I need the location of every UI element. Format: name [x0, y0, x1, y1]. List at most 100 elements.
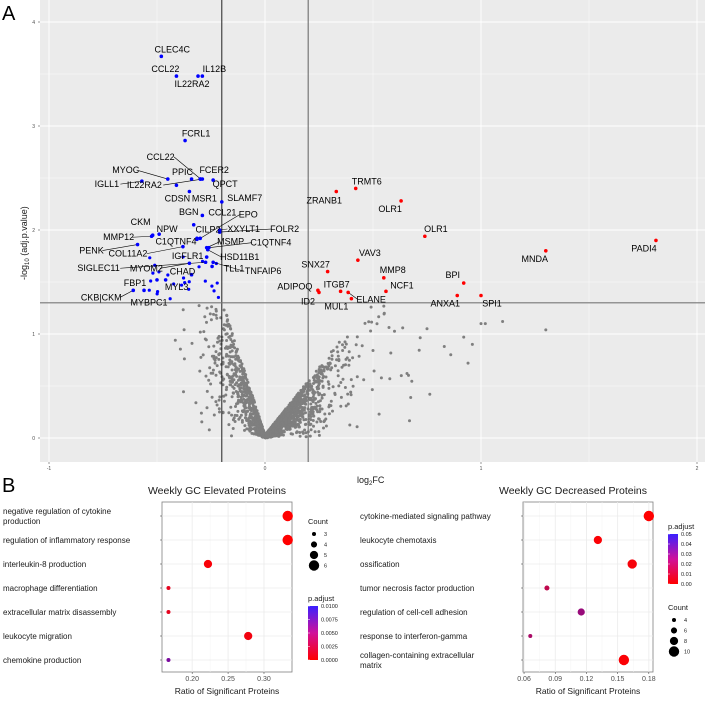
- point-label: MYL3: [165, 282, 189, 292]
- padjust-legend-label: 0.04: [681, 542, 692, 548]
- background-point: [279, 433, 283, 437]
- background-point: [205, 306, 209, 310]
- background-point: [285, 428, 289, 431]
- background-point: [315, 404, 319, 408]
- point-label: ADIPOQ: [277, 281, 312, 291]
- background-point: [407, 373, 410, 377]
- background-point: [203, 315, 207, 319]
- background-point: [252, 432, 256, 436]
- significant-point: [198, 236, 202, 241]
- point-label: CILP2: [195, 224, 220, 234]
- background-point: [243, 424, 247, 428]
- background-point: [224, 332, 228, 336]
- background-point: [231, 391, 235, 395]
- count-legend-label: 8: [684, 639, 687, 645]
- background-point: [409, 396, 413, 399]
- go-term-dot: [593, 535, 603, 545]
- background-point: [281, 411, 285, 415]
- go-term-dot: [618, 654, 630, 666]
- significant-point: [338, 289, 343, 294]
- point-labels: CLEC4C CCL22 IL22RA2 IL12B FCRL1 CCL22 MYOC PPI…: [77, 44, 656, 311]
- background-point: [245, 418, 249, 422]
- background-point: [209, 318, 213, 322]
- background-point: [290, 403, 294, 407]
- point-label: ELANE: [356, 294, 386, 304]
- background-point: [362, 378, 366, 382]
- padjust-legend-title: p.adjust: [308, 594, 335, 603]
- go-term-dot: [643, 510, 655, 522]
- background-point: [326, 380, 330, 384]
- background-point: [279, 418, 283, 422]
- background-point: [214, 400, 218, 404]
- threshold-lines: [40, 0, 705, 462]
- significant-point: [334, 189, 339, 194]
- point-label: BGN: [179, 207, 199, 217]
- background-point: [389, 351, 393, 355]
- background-point: [304, 399, 308, 403]
- background-point: [249, 413, 253, 417]
- padjust-legend-label: 0.0050: [321, 631, 338, 637]
- background-point: [286, 414, 290, 418]
- background-point: [501, 320, 505, 324]
- significant-point: [455, 293, 460, 298]
- significant-point-unlabeled: [166, 273, 170, 277]
- background-point: [242, 397, 246, 401]
- background-point: [209, 371, 213, 375]
- significant-point: [384, 289, 388, 294]
- background-point: [279, 431, 283, 435]
- significant-point: [544, 249, 548, 253]
- background-point: [251, 396, 255, 400]
- point-label: ZRANB1: [307, 196, 343, 206]
- background-point: [223, 346, 227, 350]
- background-point: [328, 362, 332, 365]
- significant-point: [220, 200, 224, 204]
- go-term-label: tumor necrosis factor production: [360, 584, 474, 593]
- count-legend-label: 4: [324, 543, 327, 549]
- background-point: [292, 408, 296, 412]
- dotplot-title: Weekly GC Elevated Proteins: [148, 485, 286, 497]
- background-point: [240, 420, 244, 424]
- background-point: [212, 344, 216, 348]
- x-tick-label: 0: [264, 466, 267, 472]
- background-point: [360, 344, 364, 348]
- plot-panel: [161, 501, 293, 673]
- leader-line: [120, 180, 142, 185]
- significant-point-unlabeled: [216, 295, 221, 300]
- background-point: [224, 393, 228, 397]
- background-point: [323, 365, 327, 369]
- background-point: [247, 395, 251, 399]
- background-point: [224, 388, 228, 392]
- background-point: [230, 413, 234, 417]
- go-term-label: response to interferon-gamma: [360, 632, 468, 641]
- background-point: [245, 381, 249, 385]
- background-point: [313, 430, 317, 434]
- background-point: [349, 390, 353, 394]
- background-point: [251, 418, 255, 422]
- background-point: [224, 354, 228, 358]
- background-point: [229, 327, 232, 330]
- point-label: NCF1: [390, 280, 414, 290]
- background-point: [313, 397, 317, 401]
- background-point: [231, 374, 235, 378]
- point-label: C1QTNF4: [155, 236, 196, 246]
- background-point: [331, 385, 335, 389]
- significant-point-unlabeled: [212, 289, 216, 293]
- significant-point: [189, 272, 194, 277]
- point-label: FBP1: [124, 278, 147, 288]
- background-point: [388, 377, 392, 381]
- point-label: MYOC: [112, 165, 140, 175]
- background-point: [312, 414, 316, 418]
- point-label: IGFLR1: [172, 251, 204, 261]
- significant-points: [131, 54, 658, 301]
- background-point: [218, 339, 222, 343]
- background-point: [330, 354, 334, 358]
- background-point: [343, 340, 347, 344]
- label-leader-lines: [102, 156, 358, 300]
- count-legend-key: [668, 646, 680, 657]
- background-point: [304, 402, 308, 406]
- count-legend-key: [312, 532, 316, 536]
- background-point: [314, 369, 318, 373]
- significant-point-unlabeled: [210, 284, 214, 288]
- background-point: [303, 393, 307, 397]
- background-point: [544, 328, 548, 332]
